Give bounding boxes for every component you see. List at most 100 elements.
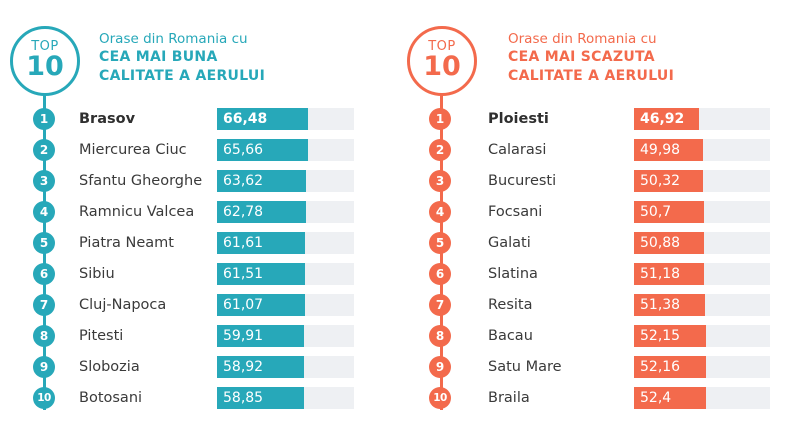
ranking-row: 7 Resita 51,38	[400, 294, 800, 316]
value-bar	[217, 325, 304, 347]
value-bar	[217, 263, 305, 285]
value-label: 63,62	[223, 173, 264, 189]
panel-title: Orase din Romania cu CEA MAI BUNA CALITA…	[99, 30, 265, 86]
rank-circle: 1	[33, 108, 55, 130]
rank-circle: 5	[429, 232, 451, 254]
value-bar	[217, 108, 308, 130]
value-label: 50,7	[640, 204, 672, 220]
value-label: 51,38	[640, 297, 681, 313]
city-name: Focsani	[488, 204, 543, 220]
bar-track: 66,48	[217, 108, 354, 130]
rank-circle: 1	[429, 108, 451, 130]
rank-circle: 8	[33, 325, 55, 347]
ranking-row: 6 Slatina 51,18	[400, 263, 800, 285]
city-name: Pitesti	[79, 328, 124, 344]
rank-circle: 5	[33, 232, 55, 254]
bar-track: 51,38	[634, 294, 770, 316]
badge-top-label: TOP	[428, 39, 456, 54]
city-name: Calarasi	[488, 142, 547, 158]
city-name: Sibiu	[79, 266, 115, 282]
value-label: 50,88	[640, 235, 681, 251]
ranking-row: 10 Botosani 58,85	[0, 387, 400, 409]
rank-circle: 7	[429, 294, 451, 316]
rank-circle: 10	[429, 387, 451, 409]
bar-track: 61,51	[217, 263, 354, 285]
ranking-row: 4 Focsani 50,7	[400, 201, 800, 223]
value-label: 65,66	[223, 142, 264, 158]
rank-circle: 6	[33, 263, 55, 285]
ranking-row: 10 Braila 52,4	[400, 387, 800, 409]
ranking-row: 4 Ramnicu Valcea 62,78	[0, 201, 400, 223]
rank-circle: 8	[429, 325, 451, 347]
city-name: Satu Mare	[488, 359, 562, 375]
bar-track: 62,78	[217, 201, 354, 223]
bar-track: 52,16	[634, 356, 770, 378]
value-label: 59,91	[223, 328, 264, 344]
value-label: 49,98	[640, 142, 681, 158]
value-bar	[217, 232, 305, 254]
city-name: Cluj-Napoca	[79, 297, 167, 313]
value-bar	[217, 201, 306, 223]
value-label: 52,16	[640, 359, 681, 375]
bar-track: 65,66	[217, 139, 354, 161]
bar-track: 52,4	[634, 387, 770, 409]
value-label: 50,32	[640, 173, 681, 189]
bar-track: 50,32	[634, 170, 770, 192]
bar-track: 63,62	[217, 170, 354, 192]
value-bar	[634, 232, 704, 254]
ranking-row: 7 Cluj-Napoca 61,07	[0, 294, 400, 316]
rank-circle: 2	[429, 139, 451, 161]
panel-title-line2: CALITATE A AERULUI	[508, 68, 675, 84]
city-name: Galati	[488, 235, 531, 251]
worst-air-quality-panel: TOP 10 Orase din Romania cu CEA MAI SCAZ…	[400, 0, 800, 440]
value-bar	[634, 387, 706, 409]
city-name: Ploiesti	[488, 111, 549, 127]
ranking-row: 8 Bacau 52,15	[400, 325, 800, 347]
ranking-row: 2 Miercurea Ciuc 65,66	[0, 139, 400, 161]
ranking-row: 3 Sfantu Gheorghe 63,62	[0, 170, 400, 192]
value-bar	[634, 263, 704, 285]
rank-circle: 4	[429, 201, 451, 223]
city-name: Resita	[488, 297, 533, 313]
value-label: 61,61	[223, 235, 264, 251]
ranking-row: 9 Slobozia 58,92	[0, 356, 400, 378]
value-label: 51,18	[640, 266, 681, 282]
value-label: 58,85	[223, 390, 264, 406]
ranking-row: 1 Ploiesti 46,92	[400, 108, 800, 130]
city-name: Slatina	[488, 266, 538, 282]
value-label: 46,92	[640, 111, 685, 127]
value-bar	[217, 387, 304, 409]
value-bar	[634, 108, 699, 130]
rank-circle: 7	[33, 294, 55, 316]
ranking-row: 3 Bucuresti 50,32	[400, 170, 800, 192]
ranking-row: 1 Brasov 66,48	[0, 108, 400, 130]
city-name: Brasov	[79, 111, 136, 127]
ranking-row: 5 Piatra Neamt 61,61	[0, 232, 400, 254]
badge-top-label: TOP	[31, 39, 59, 54]
bar-track: 46,92	[634, 108, 770, 130]
ranking-row: 6 Sibiu 61,51	[0, 263, 400, 285]
rank-circle: 10	[33, 387, 55, 409]
badge-number: 10	[423, 51, 461, 82]
rank-circle: 2	[33, 139, 55, 161]
city-name: Miercurea Ciuc	[79, 142, 187, 158]
panel-title: Orase din Romania cu CEA MAI SCAZUTA CAL…	[508, 30, 674, 86]
bar-track: 59,91	[217, 325, 354, 347]
city-name: Braila	[488, 390, 530, 406]
rank-circle: 9	[429, 356, 451, 378]
bar-track: 58,85	[217, 387, 354, 409]
bar-track: 51,18	[634, 263, 770, 285]
value-label: 61,51	[223, 266, 264, 282]
value-label: 58,92	[223, 359, 264, 375]
bar-track: 58,92	[217, 356, 354, 378]
panel-title-line1: CEA MAI SCAZUTA	[508, 49, 655, 65]
value-label: 61,07	[223, 297, 264, 313]
city-name: Bucuresti	[488, 173, 557, 189]
value-bar	[217, 294, 305, 316]
bar-track: 52,15	[634, 325, 770, 347]
rank-circle: 3	[33, 170, 55, 192]
badge-number: 10	[26, 51, 64, 82]
top10-badge: TOP 10	[407, 26, 477, 96]
top10-badge: TOP 10	[10, 26, 80, 96]
city-name: Sfantu Gheorghe	[79, 173, 203, 189]
